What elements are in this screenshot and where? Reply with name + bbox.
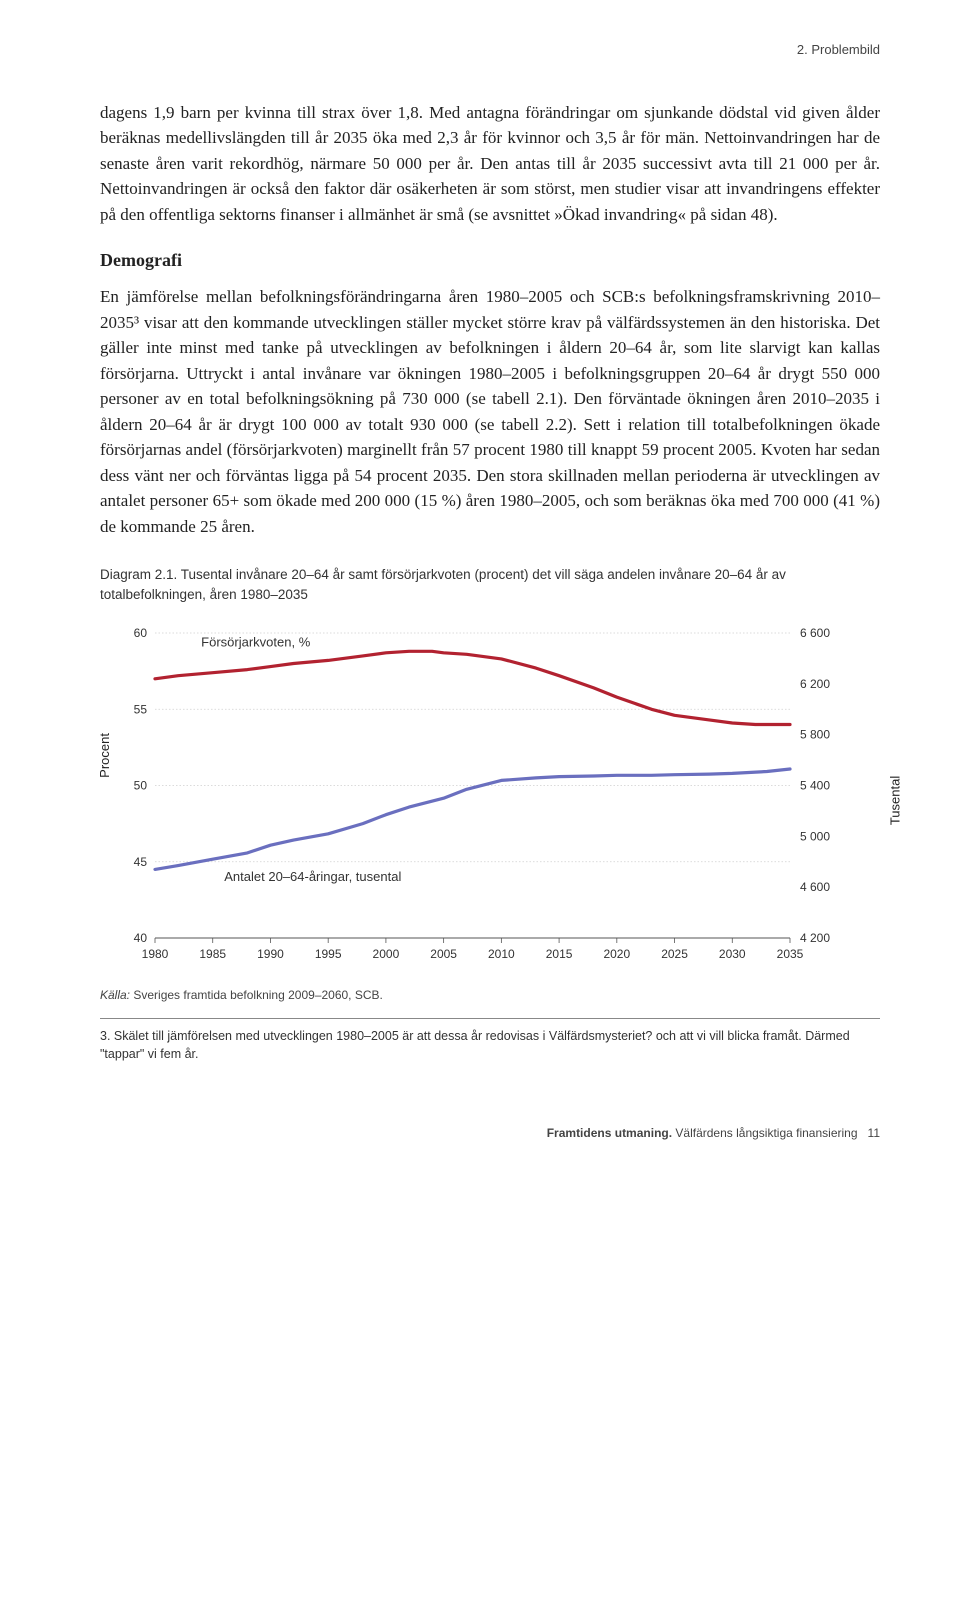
svg-text:1985: 1985 xyxy=(199,947,226,961)
svg-text:5 400: 5 400 xyxy=(800,778,830,792)
svg-text:1980: 1980 xyxy=(142,947,169,961)
svg-text:60: 60 xyxy=(134,626,148,640)
body-paragraph-2: En jämförelse mellan befolkningsförändri… xyxy=(100,284,880,539)
footnote-rule xyxy=(100,1018,880,1019)
y-axis-label-right: Tusental xyxy=(885,775,905,824)
svg-text:6 600: 6 600 xyxy=(800,626,830,640)
svg-text:1995: 1995 xyxy=(315,947,342,961)
source-text: Sveriges framtida befolkning 2009–2060, … xyxy=(130,988,383,1002)
svg-text:Antalet 20–64-åringar, tusenta: Antalet 20–64-åringar, tusental xyxy=(224,868,401,883)
svg-text:2010: 2010 xyxy=(488,947,515,961)
body-paragraph-1: dagens 1,9 barn per kvinna till strax öv… xyxy=(100,100,880,228)
footer-title: Framtidens utmaning. xyxy=(547,1126,672,1140)
svg-text:45: 45 xyxy=(134,854,148,868)
svg-text:2015: 2015 xyxy=(546,947,573,961)
svg-text:5 000: 5 000 xyxy=(800,829,830,843)
svg-text:4 600: 4 600 xyxy=(800,880,830,894)
svg-text:2035: 2035 xyxy=(777,947,804,961)
svg-text:2020: 2020 xyxy=(603,947,630,961)
svg-text:55: 55 xyxy=(134,702,148,716)
page-footer: Framtidens utmaning. Välfärdens långsikt… xyxy=(100,1124,880,1142)
svg-text:4 200: 4 200 xyxy=(800,931,830,945)
svg-text:2030: 2030 xyxy=(719,947,746,961)
chart-container: Procent 40455055604 2004 6005 0005 4005 … xyxy=(100,618,880,978)
svg-text:2025: 2025 xyxy=(661,947,688,961)
running-head: 2. Problembild xyxy=(100,40,880,60)
section-heading-demografi: Demografi xyxy=(100,247,880,274)
svg-text:Försörjarkvoten, %: Försörjarkvoten, % xyxy=(201,634,311,649)
svg-text:5 800: 5 800 xyxy=(800,727,830,741)
svg-text:50: 50 xyxy=(134,778,148,792)
y-axis-label-left: Procent xyxy=(95,733,115,778)
figure-caption: Diagram 2.1. Tusental invånare 20–64 år … xyxy=(100,565,880,606)
source-prefix: Källa: xyxy=(100,988,130,1002)
svg-text:40: 40 xyxy=(134,931,148,945)
svg-text:6 200: 6 200 xyxy=(800,676,830,690)
svg-text:2000: 2000 xyxy=(373,947,400,961)
footer-subtitle: Välfärdens långsiktiga finansiering xyxy=(672,1126,857,1140)
chart-source: Källa: Sveriges framtida befolkning 2009… xyxy=(100,986,880,1004)
page-number: 11 xyxy=(868,1126,880,1140)
line-chart: 40 45 50 55 60 4 200 4 600 5 000 5 400 5 800 6 200… xyxy=(100,618,860,978)
footnote-3: 3. Skälet till jämförelsen med utvecklin… xyxy=(100,1027,880,1065)
svg-text:1990: 1990 xyxy=(257,947,284,961)
svg-text:2005: 2005 xyxy=(430,947,457,961)
